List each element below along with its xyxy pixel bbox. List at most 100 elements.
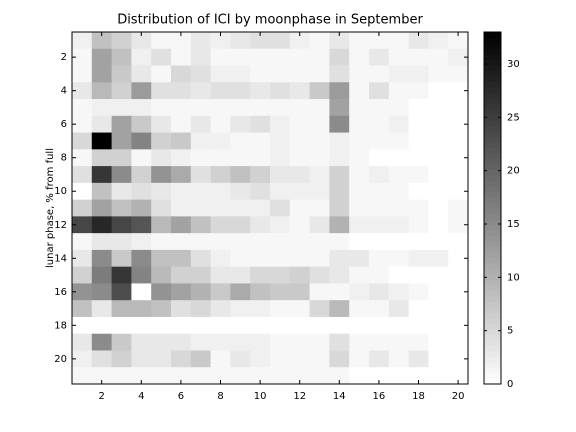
- heatmap-cell: [349, 316, 370, 335]
- heatmap-cell: [388, 266, 410, 284]
- x-tick-label: 2: [99, 391, 105, 402]
- heatmap-cell: [171, 233, 192, 251]
- heatmap-cell: [270, 216, 291, 234]
- x-tick-label: 16: [373, 391, 386, 402]
- heatmap-cell: [72, 166, 93, 184]
- heatmap-cell: [230, 99, 251, 117]
- y-tick-label: 18: [54, 320, 67, 331]
- heatmap-cell: [151, 65, 172, 83]
- heatmap-cell: [309, 166, 330, 184]
- colorbar-tick-label: 20: [507, 166, 520, 177]
- heatmap-cell: [309, 199, 330, 217]
- heatmap-cell: [329, 283, 350, 301]
- heatmap-cell: [210, 32, 231, 50]
- heatmap-cell: [91, 99, 113, 117]
- heatmap-cell: [329, 65, 350, 83]
- heatmap-cell: [329, 166, 350, 184]
- x-tick-label: 18: [412, 391, 425, 402]
- heatmap-cell: [250, 82, 271, 100]
- heatmap-cell: [270, 48, 291, 67]
- heatmap-cell: [131, 48, 152, 67]
- y-tick-label: 6: [61, 119, 67, 130]
- colorbar-step: [484, 48, 501, 55]
- heatmap-cell: [230, 350, 251, 368]
- heatmap-cell: [329, 367, 350, 385]
- heatmap-cell: [190, 233, 212, 251]
- heatmap-cell: [329, 266, 350, 284]
- heatmap-cell: [250, 65, 271, 83]
- heatmap-cell: [151, 333, 172, 351]
- heatmap-cell: [250, 216, 271, 234]
- colorbar-tick-label: 5: [507, 326, 513, 337]
- heatmap-cell: [151, 233, 172, 251]
- heatmap-cell: [72, 316, 93, 335]
- heatmap-cell: [408, 48, 429, 67]
- colorbar-step: [484, 37, 501, 44]
- colorbar-step: [484, 362, 501, 368]
- heatmap-cell: [131, 233, 152, 251]
- heatmap-cell: [131, 283, 152, 301]
- heatmap-cell: [72, 249, 93, 268]
- heatmap-cell: [190, 283, 212, 301]
- heatmap-cell: [91, 333, 113, 351]
- heatmap-cell: [448, 132, 469, 150]
- heatmap-cell: [369, 333, 390, 351]
- heatmap-cell: [428, 48, 449, 67]
- colorbar-step: [484, 318, 501, 324]
- colorbar-step: [484, 307, 501, 313]
- heatmap-cell: [388, 182, 410, 201]
- colorbar-step: [484, 334, 501, 341]
- heatmap-cell: [408, 283, 429, 301]
- heatmap-cell: [72, 216, 93, 234]
- colorbar-step: [484, 92, 501, 99]
- heatmap-cell: [250, 249, 271, 268]
- colorbar-step: [484, 87, 501, 93]
- heatmap-cell: [349, 283, 370, 301]
- heatmap-cell: [210, 350, 231, 368]
- heatmap-cell: [111, 266, 132, 284]
- heatmap-cell: [131, 132, 152, 150]
- y-tick-label: 20: [54, 354, 67, 365]
- colorbar-tick-label: 15: [507, 219, 520, 230]
- heatmap-cell: [72, 233, 93, 251]
- heatmap-cell: [388, 283, 410, 301]
- heatmap-cell: [349, 199, 370, 217]
- colorbar-step: [484, 213, 501, 220]
- heatmap-cell: [408, 216, 429, 234]
- colorbar-step: [484, 246, 501, 253]
- heatmap-cell: [111, 249, 132, 268]
- heatmap-cell: [270, 132, 291, 150]
- heatmap-cell: [428, 166, 449, 184]
- colorbar-step: [484, 169, 501, 176]
- heatmap-cell: [190, 182, 212, 201]
- heatmap-cell: [230, 249, 251, 268]
- heatmap-cell: [190, 32, 212, 50]
- heatmap-cell: [91, 149, 113, 167]
- heatmap-cell: [428, 216, 449, 234]
- heatmap-cell: [210, 249, 231, 268]
- heatmap-cell: [309, 132, 330, 150]
- heatmap-cell: [91, 115, 113, 134]
- heatmap-cell: [230, 182, 251, 201]
- heatmap-cell: [329, 32, 350, 50]
- heatmap-cell: [428, 115, 449, 134]
- heatmap-cell: [91, 249, 113, 268]
- heatmap-cell: [190, 333, 212, 351]
- heatmap-cell: [448, 166, 469, 184]
- heatmap-cell: [171, 283, 192, 301]
- heatmap-cell: [250, 149, 271, 167]
- heatmap-cell: [91, 233, 113, 251]
- heatmap-cell: [349, 115, 370, 134]
- heatmap-cell: [131, 367, 152, 385]
- heatmap-cell: [329, 316, 350, 335]
- heatmap-cell: [329, 149, 350, 167]
- heatmap-cell: [369, 367, 390, 385]
- colorbar-step: [484, 153, 501, 159]
- x-tick-label: 4: [138, 391, 144, 402]
- heatmap-cell: [230, 316, 251, 335]
- heatmap-cell: [91, 283, 113, 301]
- heatmap-cell: [289, 182, 311, 201]
- colorbar-step: [484, 70, 501, 77]
- heatmap-cell: [408, 65, 429, 83]
- heatmap-cell: [190, 367, 212, 385]
